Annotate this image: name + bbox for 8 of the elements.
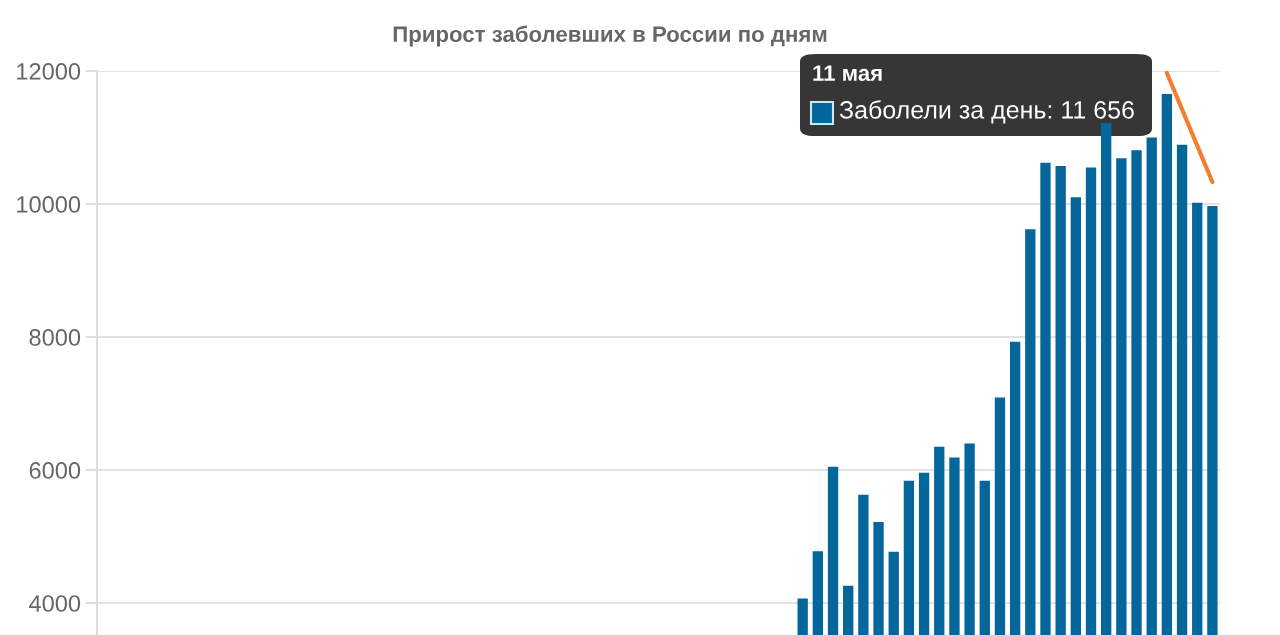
y-tick-label: 10000: [17, 196, 81, 213]
y-tick-label: 8000: [29, 329, 81, 346]
annotation: 11 мая: [813, 65, 882, 81]
chart-title: Прирост заболевших в России по дням: [393, 25, 827, 47]
annotation: Заболели за день: 11 656: [839, 100, 1134, 124]
y-tick-label: 4000: [29, 595, 81, 612]
y-tick-label: 12000: [17, 63, 81, 80]
y-tick-label: 6000: [29, 462, 81, 479]
